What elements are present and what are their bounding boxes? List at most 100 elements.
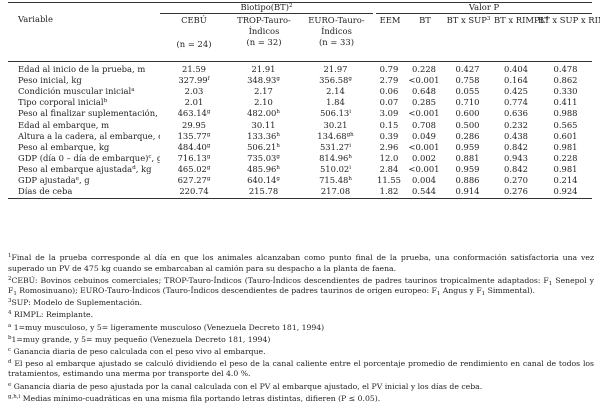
trop-value: 215.78 (248, 186, 279, 197)
cebu-value: 2.01 (184, 97, 204, 108)
btxsupxrimpl-pvalue: 0.988 (553, 108, 578, 119)
btxsupxrimpl-pvalue: 0.214 (553, 174, 578, 185)
footnote-e: e Ganancia diaria de peso ajustada por l… (8, 381, 483, 391)
footnote-2: 2CEBÚ: Bovinos cebuinos comerciales; TRO… (8, 275, 594, 298)
btxsupxrimpl-pvalue: 0.330 (553, 86, 578, 97)
table-row: Peso al finalizar suplementación, kg 463.… (8, 108, 592, 119)
cebu-value: 29.95 (182, 119, 206, 130)
group-cebu-name: CEBÚ (181, 15, 207, 25)
biotipo-header: Biotipo(BT)2 (240, 2, 293, 12)
btxsup-pvalue: 0.886 (455, 174, 480, 185)
btxrimpl-pvalue: 0.232 (504, 119, 528, 130)
variable-label: Peso inicial, kg (18, 75, 82, 86)
eem-value: 0.15 (379, 119, 399, 130)
btxrimpl-pvalue: 0.164 (504, 75, 528, 86)
valor-p-header: Valor P (468, 2, 500, 12)
btxsup-pvalue: 0.427 (455, 64, 480, 75)
btxsupxrimpl-pvalue: 0.565 (553, 119, 578, 130)
footnote-b: b1=muy grande, y 5= muy pequeño (Venezue… (8, 334, 271, 344)
valor-p-rule (376, 13, 592, 14)
btxrimpl-pvalue: 0.774 (504, 97, 528, 108)
btxsupxrimpl-pvalue: 0.478 (553, 64, 578, 75)
btxsup-pvalue: 0.959 (455, 163, 480, 174)
btxrimpl-header: BT x RIMPL4 (494, 15, 549, 25)
cebu-value: 220.74 (179, 186, 209, 197)
trop-value: 2.17 (254, 86, 273, 97)
cebu-value: 463.14g (177, 108, 211, 119)
bt-pvalue: <0.001 (408, 141, 440, 152)
variable-label: Peso al embarque ajustadad, kg (18, 163, 152, 174)
btxsupxrimpl-pvalue: 0.981 (553, 163, 578, 174)
btxsup-header: BT x SUP3 (446, 15, 491, 25)
cebu-value: 21.59 (182, 64, 206, 75)
bt-pvalue: <0.001 (408, 108, 440, 119)
footnote-c: c Ganancia diaria de peso calculada con … (8, 346, 266, 356)
bt-pvalue: 0.228 (412, 64, 436, 75)
bt-header: BT (419, 15, 431, 25)
footnote-ghi: g,h,i Medias mínimo-cuadráticas en una m… (8, 393, 381, 403)
btxsupxrimpl-pvalue: 0.862 (553, 75, 578, 86)
variable-label: Peso al embarque, kg (18, 141, 110, 152)
btxsupxrimpl-header: BT x SUP x RIMPL (538, 15, 600, 25)
btxrimpl-pvalue: 0.425 (504, 86, 528, 97)
euro-value: 506.13i (319, 108, 352, 119)
euro-value: 715.48h (319, 174, 352, 185)
footnote-3: 3SUP: Modelo de Suplementación. (8, 298, 142, 308)
variable-label: Altura a la cadera, al embarque, cm (18, 130, 160, 141)
btxrimpl-pvalue: 0.842 (504, 163, 528, 174)
table-row: Tipo corporal inicialb 2.01 2.10 1.84 0.07 0.… (8, 97, 592, 108)
bt-pvalue: <0.001 (408, 75, 440, 86)
trop-value: 21.91 (251, 64, 276, 75)
group-cebu-n: (n = 24) (176, 39, 212, 49)
trop-value: 2.10 (254, 97, 273, 108)
variable-label: GDP (día 0 – día de embarque)c, g (18, 152, 160, 163)
euro-value: 510.02i (319, 163, 352, 174)
variable-header: Variable (18, 14, 53, 24)
eem-value: 0.39 (379, 130, 399, 141)
btxsupxrimpl-pvalue: 0.411 (553, 97, 578, 108)
btxrimpl-pvalue: 0.842 (504, 141, 528, 152)
eem-value: 11.55 (377, 174, 401, 185)
euro-value: 217.08 (320, 186, 351, 197)
eem-value: 0.06 (379, 86, 399, 97)
bt-pvalue: <0.001 (408, 163, 440, 174)
eem-value: 2.96 (379, 141, 399, 152)
trop-value: 482.00h (247, 108, 280, 119)
eem-value: 2.84 (379, 163, 399, 174)
euro-value: 30.21 (323, 119, 348, 130)
btxsup-pvalue: 0.055 (455, 86, 480, 97)
table-row: Edad al embarque, m 29.95 30.11 30.21 0.15 0.… (8, 119, 592, 130)
table-row: Altura a la cadera, al embarque, cm 135.7… (8, 131, 592, 142)
eem-value: 2.79 (379, 75, 399, 86)
trop-value: 30.11 (251, 119, 276, 130)
eem-value: 1.82 (379, 186, 399, 197)
btxsupxrimpl-pvalue: 0.981 (553, 141, 578, 152)
trop-value: 735.03g (247, 152, 280, 163)
footnote-1: 1Final de la prueba corresponde al día e… (8, 253, 594, 273)
variable-label: Edad al embarque, m (18, 119, 110, 130)
cebu-value: 716.13g (177, 152, 211, 163)
eem-value: 12.0 (379, 152, 399, 163)
variable-label: Condición muscular iniciala (18, 86, 135, 97)
bt-pvalue: 0.708 (412, 119, 436, 130)
btxsup-pvalue: 0.758 (455, 75, 480, 86)
btxsup-pvalue: 0.286 (455, 130, 480, 141)
btxrimpl-pvalue: 0.276 (504, 186, 528, 197)
btxrimpl-pvalue: 0.943 (504, 152, 528, 163)
bt-pvalue: 0.004 (412, 174, 436, 185)
table-row: Peso al embarque, kg 484.40g 506.21h 531.27… (8, 142, 592, 153)
trop-value: 640.14g (247, 174, 280, 185)
bt-pvalue: 0.544 (412, 186, 436, 197)
btxsup-pvalue: 0.600 (455, 108, 480, 119)
variable-label: Edad al inicio de la prueba, m (18, 64, 146, 75)
table-row: Condición muscular iniciala 2.03 2.17 2.14 0… (8, 86, 592, 97)
group-trop-name: TROP-Tauro- Índicos (n = 32) (237, 15, 291, 47)
table-row: Peso al embarque ajustadad, kg 465.02g 485… (8, 164, 592, 175)
cebu-value: 2.03 (184, 86, 204, 97)
btxsup-pvalue: 0.959 (455, 141, 480, 152)
bt-pvalue: 0.285 (412, 97, 436, 108)
trop-value: 485.96h (247, 163, 280, 174)
btxsup-pvalue: 0.500 (455, 119, 480, 130)
btxrimpl-pvalue: 0.404 (504, 64, 528, 75)
